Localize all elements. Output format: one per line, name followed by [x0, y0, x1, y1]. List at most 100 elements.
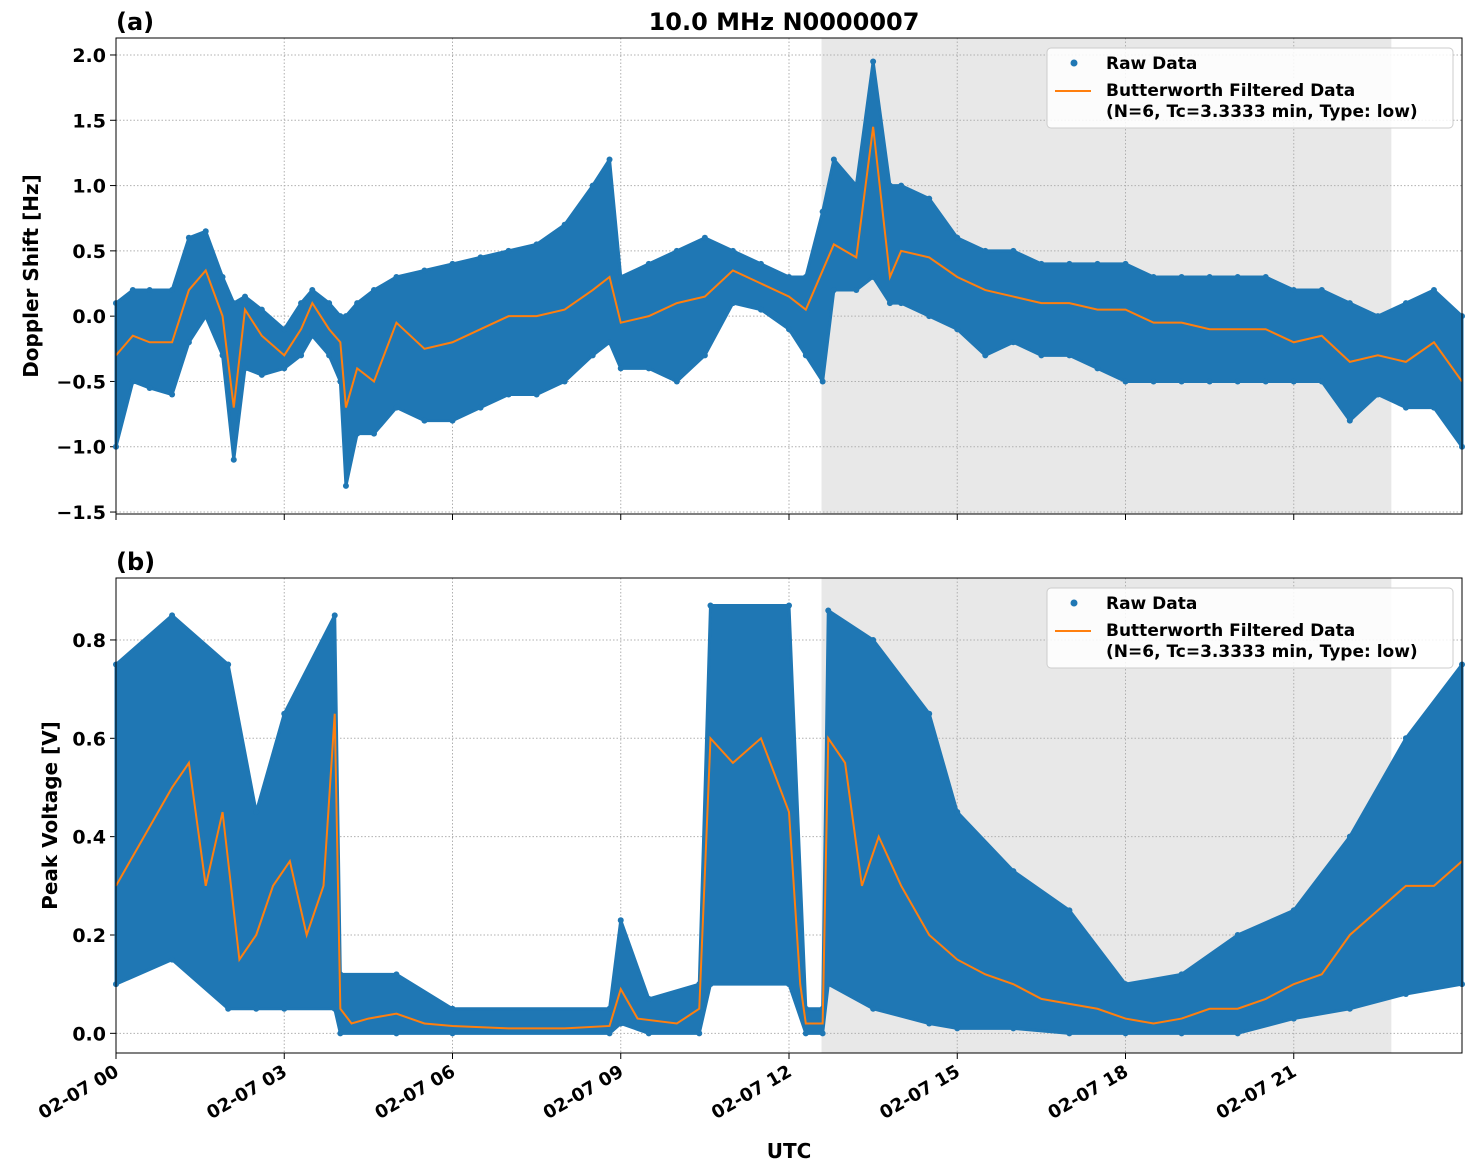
- y-tick-label: 0.0: [72, 1023, 106, 1045]
- raw-data-point: [1178, 378, 1185, 385]
- raw-data-point: [1122, 378, 1129, 385]
- raw-data-point: [309, 287, 316, 294]
- raw-data-point: [1234, 273, 1241, 280]
- raw-data-point: [617, 365, 624, 372]
- raw-data-point: [982, 352, 989, 359]
- raw-data-point: [1318, 378, 1325, 385]
- y-tick-label: 2.0: [72, 45, 106, 67]
- legend: Raw Data Butterworth Filtered Data(N=6, T…: [1046, 47, 1454, 129]
- raw-data-point: [786, 273, 792, 280]
- y-tick-label: 0.5: [72, 241, 106, 263]
- raw-data-point: [169, 287, 176, 294]
- raw-data-point: [169, 612, 176, 619]
- raw-data-point: [225, 1005, 232, 1012]
- raw-data-point: [870, 58, 877, 65]
- raw-data-point: [1038, 260, 1045, 267]
- raw-data-point: [1374, 391, 1381, 398]
- raw-data-point: [1374, 313, 1381, 320]
- raw-data-point: [1066, 907, 1073, 914]
- y-tick-label: 0.4: [72, 827, 106, 849]
- raw-data-point: [326, 300, 333, 307]
- x-tick-label: 02-07 06: [372, 1061, 459, 1124]
- raw-data-point: [342, 482, 349, 489]
- axes-frame: [115, 37, 1463, 515]
- panel-label: (b): [116, 548, 155, 576]
- raw-data-point: [870, 636, 877, 643]
- raw-data-point: [870, 1005, 877, 1012]
- raw-data-point: [1234, 1030, 1241, 1037]
- raw-data-point: [1178, 1030, 1185, 1037]
- raw-data-point: [281, 1005, 288, 1012]
- raw-data-point: [886, 300, 893, 307]
- raw-data-point: [1122, 260, 1129, 267]
- y-tick-label: −1.0: [56, 437, 106, 459]
- raw-data-point: [1290, 907, 1297, 914]
- raw-data-point: [533, 391, 540, 398]
- raw-data-point: [1234, 931, 1241, 938]
- raw-data-point: [825, 981, 832, 988]
- raw-data-point: [421, 267, 428, 274]
- y-tick-label: 0.0: [72, 306, 106, 328]
- raw-data-point: [258, 306, 265, 313]
- raw-data-point: [1066, 1030, 1073, 1037]
- raw-data-point: [129, 378, 136, 385]
- raw-data-point: [802, 352, 809, 359]
- raw-data-point: [225, 661, 232, 668]
- raw-data-point: [1234, 378, 1241, 385]
- raw-data-point: [393, 404, 400, 411]
- raw-data-point: [645, 260, 652, 267]
- raw-data-point: [241, 365, 248, 372]
- raw-data-point: [1346, 1005, 1353, 1012]
- raw-data-point: [185, 234, 192, 241]
- raw-data-point: [281, 326, 288, 333]
- raw-data-point: [982, 247, 989, 254]
- raw-data-point: [1150, 378, 1157, 385]
- raw-data-point: [1178, 971, 1185, 978]
- raw-data-point: [707, 981, 714, 988]
- raw-data-point: [1346, 417, 1353, 424]
- raw-data-point: [786, 326, 792, 333]
- raw-data-point: [1122, 981, 1129, 988]
- raw-data-point: [701, 352, 708, 359]
- legend-raw-marker: [1070, 59, 1078, 67]
- raw-data-point: [954, 234, 961, 241]
- raw-data-point: [606, 339, 613, 346]
- raw-data-point: [129, 287, 136, 294]
- raw-data-point: [561, 378, 568, 385]
- raw-data-point: [830, 156, 837, 163]
- legend-box: [1046, 587, 1454, 669]
- raw-data-point: [281, 365, 288, 372]
- raw-data-point: [1066, 352, 1073, 359]
- raw-data-point: [870, 273, 877, 280]
- chart-title: 10.0 MHz N0000007: [649, 8, 920, 36]
- legend-box: [1046, 47, 1454, 129]
- raw-data-point: [354, 300, 361, 307]
- raw-data-point: [505, 391, 512, 398]
- raw-data-point: [757, 306, 764, 313]
- raw-data-point: [1122, 1030, 1129, 1037]
- raw-data-point: [253, 1005, 260, 1012]
- raw-data-point: [1010, 1025, 1017, 1032]
- raw-data-point: [1038, 352, 1045, 359]
- raw-data-point: [298, 352, 305, 359]
- legend-entry: Raw Data: [1106, 54, 1197, 74]
- raw-data-point: [926, 195, 933, 202]
- raw-data-point: [393, 1030, 400, 1037]
- raw-data-point: [505, 247, 512, 254]
- raw-data-point: [337, 313, 344, 320]
- legend-entry: Butterworth Filtered Data: [1106, 81, 1355, 101]
- filtered-data-line: [115, 713, 1463, 1030]
- raw-data-point: [1318, 287, 1325, 294]
- raw-data-point: [645, 365, 652, 372]
- raw-data-point: [606, 1005, 613, 1012]
- raw-data-point: [819, 1030, 826, 1037]
- raw-data-point: [926, 313, 933, 320]
- raw-data-point: [1094, 260, 1101, 267]
- raw-data-point: [645, 995, 652, 1002]
- y-tick-label: 0.2: [72, 925, 106, 947]
- raw-data-point: [281, 710, 288, 717]
- raw-data-point: [853, 287, 860, 294]
- raw-data-point: [354, 430, 361, 437]
- x-tick-label: 02-07 12: [708, 1061, 795, 1124]
- raw-data-point: [146, 287, 153, 294]
